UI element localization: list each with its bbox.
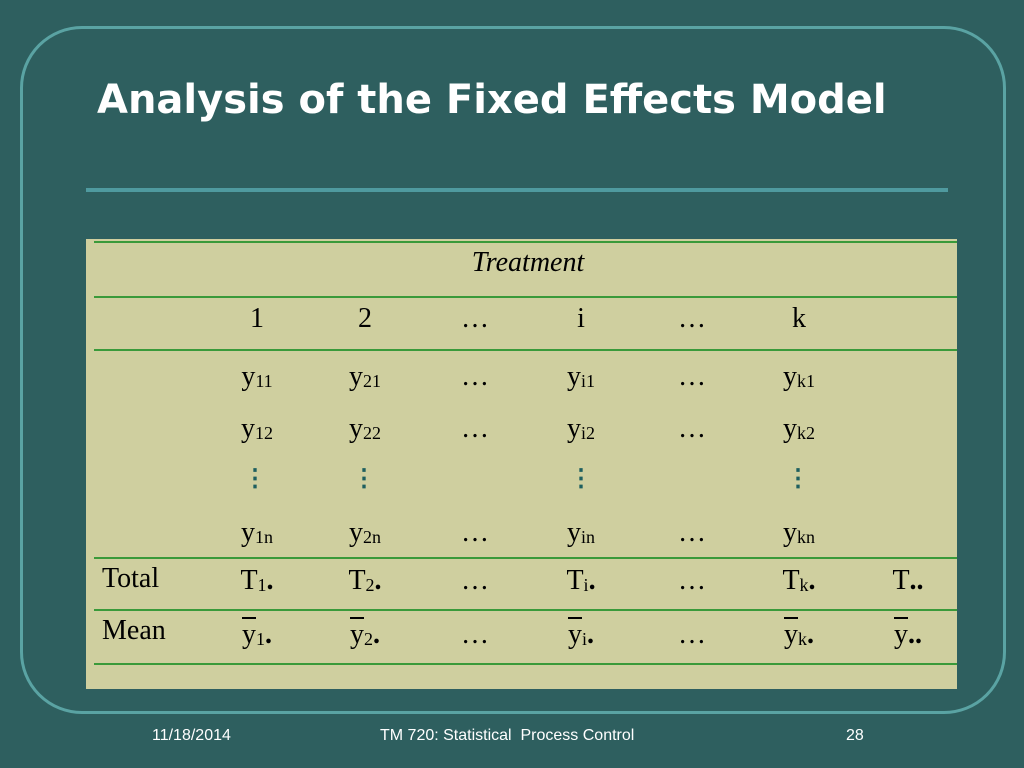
obs-cell: y21 [349, 361, 381, 392]
mean-cell: y2. [350, 619, 380, 650]
obs-cell: y22 [349, 413, 381, 444]
table-rule [94, 296, 957, 298]
table-rule [94, 557, 957, 559]
obs-cell: y12 [241, 413, 273, 444]
column-header: i [577, 303, 585, 334]
obs-cell: yi2 [566, 413, 596, 444]
obs-cell: y11 [241, 361, 273, 392]
ellipsis-cell: … [678, 361, 706, 392]
obs-cell: y1n [241, 517, 273, 548]
ellipsis-cell: … [461, 413, 489, 444]
column-header: 1 [250, 303, 264, 334]
grand-total-cell: T.. [892, 565, 924, 596]
total-cell: Tk. [782, 565, 816, 596]
total-label: Total [102, 563, 160, 594]
mean-cell: y1. [242, 619, 272, 650]
vertical-ellipsis-icon: ⋮ [352, 466, 376, 492]
vertical-ellipsis-icon: ⋮ [243, 466, 267, 492]
total-cell: Ti. [566, 565, 596, 596]
vertical-ellipsis-icon: ⋮ [786, 466, 810, 492]
ellipsis-cell: … [678, 413, 706, 444]
column-header: k [792, 303, 806, 334]
table-rule [94, 241, 957, 243]
slide-frame [20, 26, 1006, 714]
ellipsis-cell: … [678, 517, 706, 548]
slide-title: Analysis of the Fixed Effects Model [97, 77, 887, 123]
table-rule [94, 663, 957, 665]
treatment-table: Treatment 1 2 … i … k y11 y21 … yi1 … yk… [86, 239, 957, 689]
ellipsis-cell: … [461, 517, 489, 548]
treatment-header: Treatment [471, 247, 585, 278]
ellipsis-cell: … [461, 361, 489, 392]
ellipsis-cell: … [461, 565, 489, 596]
obs-cell: yk2 [783, 413, 815, 444]
obs-cell: yi1 [566, 361, 596, 392]
ellipsis-cell: … [678, 619, 706, 650]
table-rule [94, 609, 957, 611]
total-cell: T2. [348, 565, 382, 596]
footer-page-number: 28 [846, 727, 864, 744]
column-header: 2 [358, 303, 372, 334]
mean-cell: yi. [567, 619, 595, 650]
ellipsis-cell: … [678, 565, 706, 596]
title-underline [86, 188, 948, 192]
obs-cell: yin [566, 517, 596, 548]
table-rule [94, 349, 957, 351]
mean-label: Mean [102, 615, 166, 646]
mean-cell: yk. [784, 619, 814, 650]
ellipsis-cell: … [461, 619, 489, 650]
footer-date: 11/18/2014 [152, 727, 231, 744]
obs-cell: ykn [783, 517, 815, 548]
obs-cell: yk1 [783, 361, 815, 392]
vertical-ellipsis-icon: ⋮ [569, 466, 593, 492]
column-header: … [678, 303, 706, 334]
footer-course: TM 720: Statistical Process Control [380, 727, 635, 744]
column-header: … [461, 303, 489, 334]
total-cell: T1. [240, 565, 274, 596]
grand-mean-cell: y.. [894, 619, 922, 650]
obs-cell: y2n [349, 517, 381, 548]
